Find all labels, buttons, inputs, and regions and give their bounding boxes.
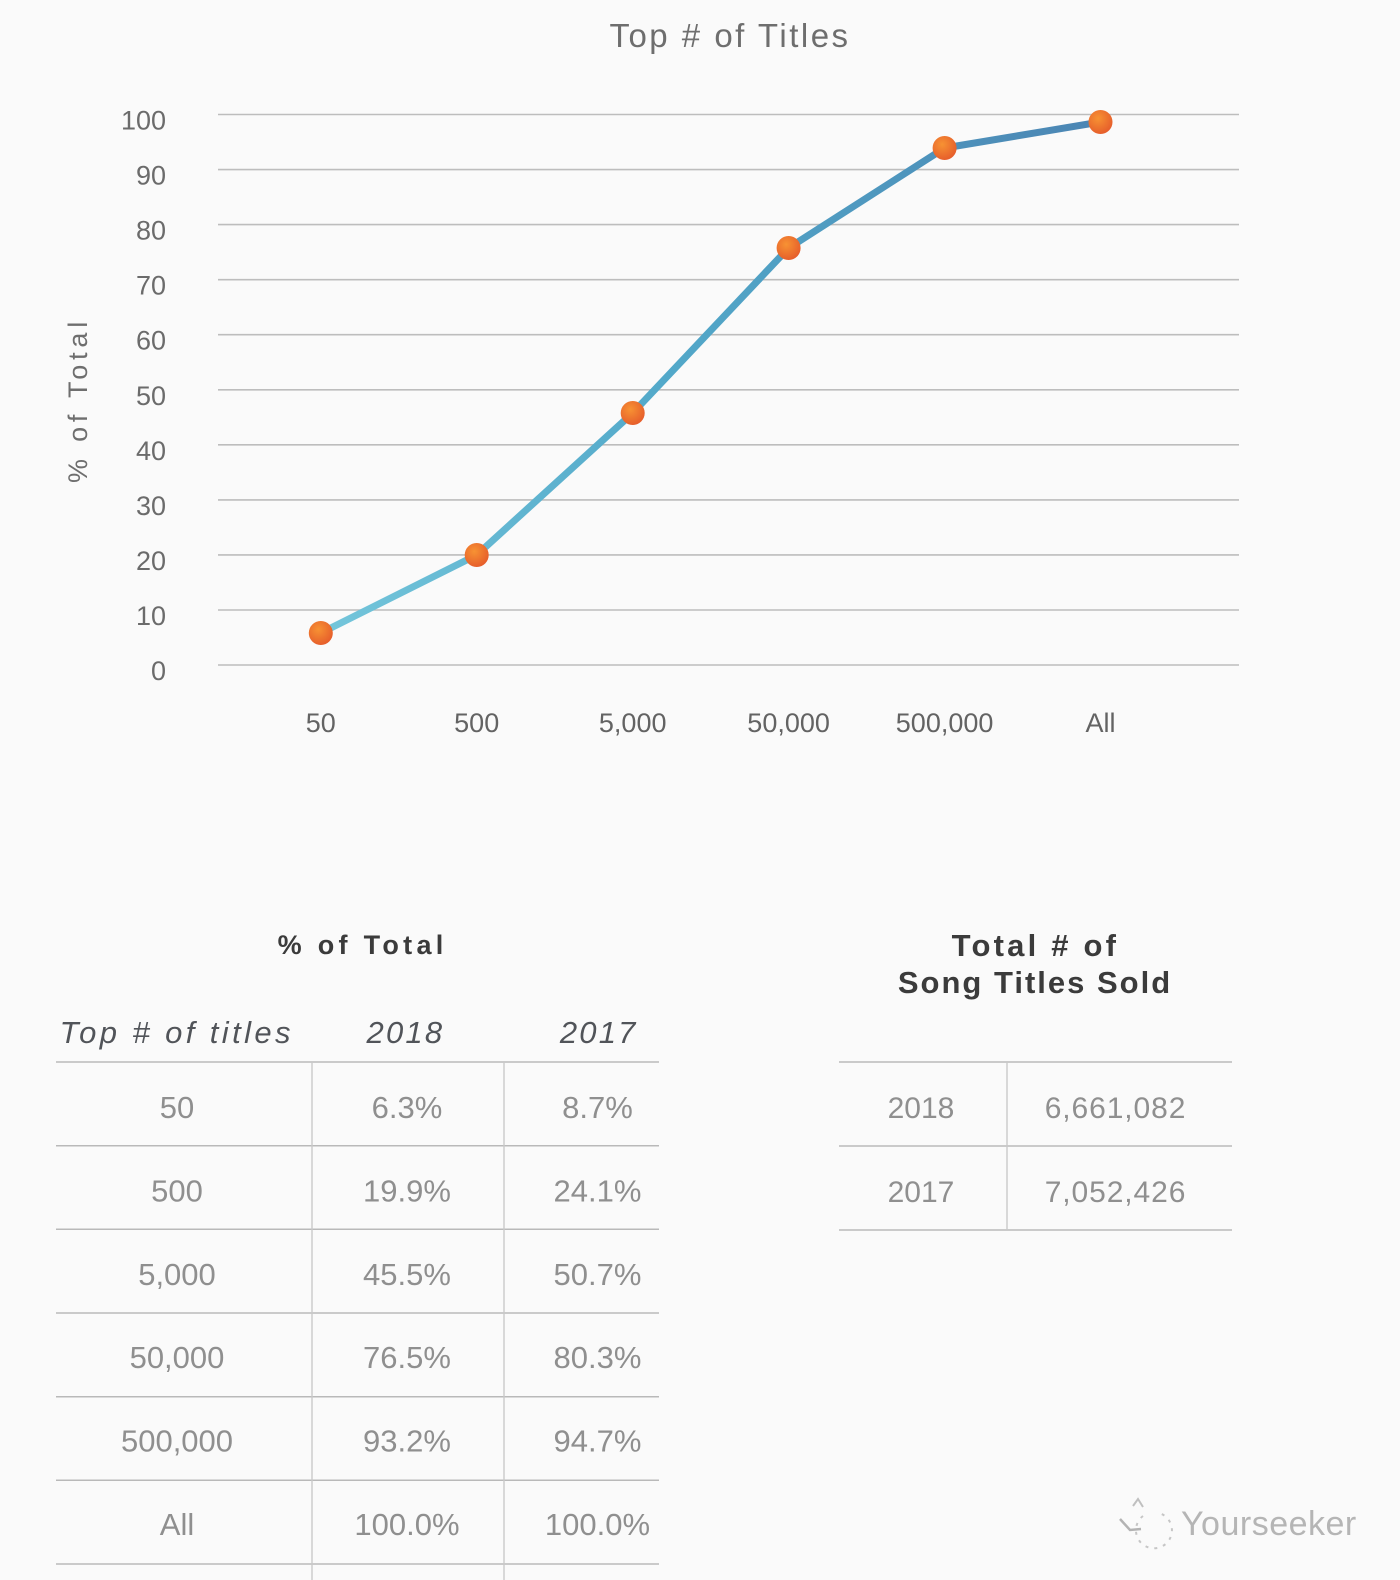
- svg-text:Total # of: Total # of: [952, 928, 1119, 963]
- svg-text:30: 30: [136, 491, 166, 521]
- svg-text:60: 60: [136, 326, 166, 356]
- svg-text:50: 50: [136, 381, 166, 411]
- svg-text:8.7%: 8.7%: [562, 1090, 633, 1125]
- svg-text:Song Titles Sold: Song Titles Sold: [898, 965, 1172, 1000]
- svg-text:% of Total: % of Total: [278, 930, 448, 960]
- svg-text:5,000: 5,000: [599, 708, 667, 738]
- svg-text:70: 70: [136, 271, 166, 301]
- svg-text:50.7%: 50.7%: [554, 1257, 642, 1292]
- svg-text:Top # of Titles: Top # of Titles: [609, 17, 850, 54]
- svg-text:50: 50: [160, 1090, 194, 1125]
- svg-text:7,052,426: 7,052,426: [1045, 1176, 1187, 1209]
- svg-text:Top # of titles: Top # of titles: [60, 1015, 294, 1050]
- svg-text:2018: 2018: [888, 1092, 955, 1125]
- svg-text:90: 90: [136, 161, 166, 191]
- svg-text:All: All: [1085, 708, 1115, 738]
- svg-text:10: 10: [136, 601, 166, 631]
- svg-text:6.3%: 6.3%: [372, 1090, 443, 1125]
- svg-text:500: 500: [151, 1173, 203, 1208]
- svg-text:50: 50: [306, 708, 336, 738]
- svg-text:5,000: 5,000: [138, 1257, 216, 1292]
- svg-text:2018: 2018: [366, 1015, 445, 1050]
- svg-text:500,000: 500,000: [121, 1424, 233, 1459]
- svg-text:2017: 2017: [559, 1015, 638, 1050]
- svg-text:Yourseeker: Yourseeker: [1181, 1505, 1357, 1543]
- svg-text:76.5%: 76.5%: [363, 1340, 451, 1375]
- svg-text:40: 40: [136, 436, 166, 466]
- svg-text:6,661,082: 6,661,082: [1045, 1092, 1187, 1125]
- svg-text:80: 80: [136, 216, 166, 246]
- svg-text:20: 20: [136, 546, 166, 576]
- svg-text:80.3%: 80.3%: [554, 1340, 642, 1375]
- svg-text:2017: 2017: [888, 1176, 955, 1209]
- svg-text:94.7%: 94.7%: [554, 1424, 642, 1459]
- svg-text:% of Total: % of Total: [63, 317, 93, 483]
- svg-text:100.0%: 100.0%: [545, 1507, 650, 1542]
- svg-text:45.5%: 45.5%: [363, 1257, 451, 1292]
- svg-text:24.1%: 24.1%: [554, 1173, 642, 1208]
- svg-text:100: 100: [121, 106, 166, 136]
- svg-text:93.2%: 93.2%: [363, 1424, 451, 1459]
- svg-text:100.0%: 100.0%: [354, 1507, 459, 1542]
- svg-text:50,000: 50,000: [130, 1340, 225, 1375]
- svg-text:500,000: 500,000: [896, 708, 994, 738]
- svg-text:50,000: 50,000: [747, 708, 830, 738]
- svg-text:0: 0: [151, 656, 166, 686]
- svg-text:All: All: [160, 1507, 194, 1542]
- svg-text:19.9%: 19.9%: [363, 1173, 451, 1208]
- svg-text:500: 500: [454, 708, 499, 738]
